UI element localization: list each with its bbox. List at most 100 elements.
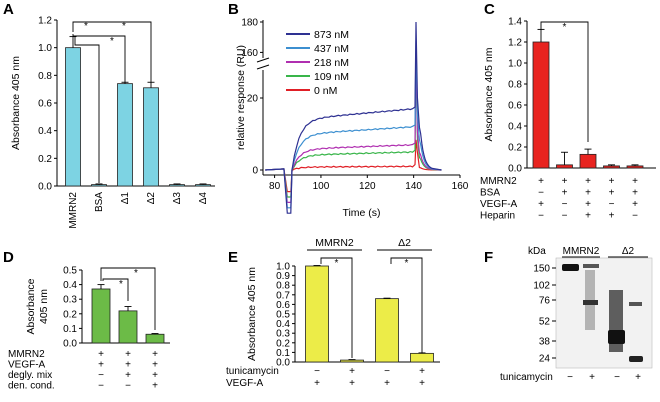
marker-label: 76	[539, 296, 551, 307]
group-label: Δ2	[622, 246, 635, 257]
condition-sign: +	[152, 370, 158, 381]
condition-sign: +	[98, 360, 104, 371]
condition-sign: +	[349, 366, 355, 377]
y-tick-label: 0.6	[508, 101, 522, 112]
y-tick-label: 1.4	[508, 17, 522, 28]
y-tick-label: 1.2	[508, 38, 522, 49]
y-tick-label: 0.7	[276, 290, 290, 301]
condition-sign: +	[635, 372, 641, 383]
panel-d: D 0.0 0.1 0.2 0.3 0.4 0.5 Absorbance405 nm MMRN2…	[3, 249, 170, 392]
condition-label: den. cond.	[8, 381, 55, 392]
y-tick-label: 0.0	[63, 339, 77, 350]
condition-sign: +	[98, 349, 104, 360]
axis-break-mark	[256, 64, 270, 70]
y-tick-label: 0.0	[38, 182, 52, 193]
x-tick-label: 160	[452, 181, 469, 192]
y-axis-label-line: 405 nm	[38, 289, 50, 324]
y-tick-label: 180	[241, 18, 258, 29]
blot-band	[583, 300, 598, 305]
y-tick-label: 0.4	[38, 126, 52, 137]
panel-label: A	[3, 1, 14, 18]
blot-band	[562, 264, 579, 271]
condition-sign: +	[609, 176, 615, 187]
condition-sign: −	[609, 199, 615, 210]
x-tick-label: 100	[313, 181, 330, 192]
bar	[145, 333, 165, 344]
bracket-significance	[320, 257, 353, 358]
condition-sign: −	[614, 372, 620, 383]
bar	[305, 265, 329, 363]
y-tick-label: 0.2	[508, 143, 522, 154]
condition-sign: −	[538, 211, 544, 222]
bar	[556, 164, 573, 169]
condition-sign: +	[609, 211, 615, 222]
condition-sign: +	[562, 188, 568, 199]
condition-sign: −	[98, 381, 104, 392]
group-label: Δ2	[398, 237, 411, 249]
condition-label: VEGF-A	[480, 199, 518, 210]
y-tick-label: 0.9	[276, 271, 290, 282]
x-tick-label: Δ4	[198, 192, 209, 205]
condition-sign: −	[98, 370, 104, 381]
condition-sign: +	[125, 370, 131, 381]
sensorgram-line	[265, 52, 442, 203]
sensorgram-line	[265, 139, 442, 193]
bar	[603, 165, 620, 169]
panel-a: A 0.0 0.2 0.4 0.6 0.8 1.0 1.2 Absorbance 405 nm M…	[3, 1, 215, 229]
condition-sign: −	[314, 366, 320, 377]
condition-sign: −	[632, 211, 638, 222]
condition-sign: +	[632, 188, 638, 199]
y-tick-label: 0.2	[276, 338, 290, 349]
x-axis-label: Time (s)	[342, 207, 380, 219]
y-tick-label: 0.8	[276, 281, 290, 292]
condition-label: BSA	[480, 188, 500, 199]
sensorgram-line	[265, 40, 442, 209]
condition-label: tunicamycin	[226, 366, 279, 377]
condition-sign: +	[384, 378, 390, 389]
group-label: MMRN2	[563, 246, 600, 257]
y-tick-label: 0.1	[276, 348, 290, 359]
bracket-significance	[540, 21, 589, 142]
bar	[532, 41, 550, 169]
marker-label: 24	[539, 354, 551, 365]
significance-star: *	[110, 36, 114, 47]
y-tick-label: 20	[247, 94, 259, 105]
condition-sign: +	[125, 360, 131, 371]
condition-sign: +	[589, 372, 595, 383]
condition-sign: +	[632, 199, 638, 210]
bar	[579, 153, 597, 169]
condition-sign: +	[585, 176, 591, 187]
marker-label: 150	[533, 264, 550, 275]
bracket-mmrn2-delta2	[72, 21, 152, 82]
y-tick-label: 0	[252, 166, 258, 177]
panel-c: C 0.0 0.2 0.4 0.6 0.8 1.0 1.2 1.4 Absorbance 405 …	[480, 1, 656, 222]
bar	[195, 184, 211, 187]
y-tick-label: 0.8	[38, 71, 52, 82]
sensorgram-line	[265, 56, 442, 198]
y-axis-label: relative response (RU)	[235, 45, 247, 150]
y-axis-label: Absorbance 405 nm	[246, 267, 258, 361]
bar	[91, 184, 107, 187]
panel-label: B	[228, 1, 239, 18]
legend-label: 437 nM	[314, 43, 349, 55]
condition-sign: +	[585, 211, 591, 222]
y-tick-label: 0.2	[63, 309, 77, 320]
significance-star: *	[563, 22, 567, 33]
x-tick-label: Δ1	[120, 192, 131, 205]
condition-sign: −	[538, 188, 544, 199]
condition-sign: +	[562, 176, 568, 187]
condition-sign: −	[125, 381, 131, 392]
legend-label: 0 nM	[314, 85, 337, 97]
x-tick-label: 80	[269, 181, 281, 192]
condition-sign: +	[314, 378, 320, 389]
condition-label: VEGF-A	[8, 360, 46, 371]
panel-b: B 0 20 160 180 80 100 120 140 160 Time (s) relative…	[228, 1, 469, 219]
y-tick-label: 0.3	[63, 295, 77, 306]
condition-label: MMRN2	[480, 176, 517, 187]
bracket-mmrn2-bsa	[74, 36, 100, 183]
x-tick-label: Δ2	[146, 192, 157, 205]
condition-sign: −	[384, 366, 390, 377]
significance-star: *	[119, 279, 123, 290]
tunicamycin-label: tunicamycin	[500, 372, 553, 383]
